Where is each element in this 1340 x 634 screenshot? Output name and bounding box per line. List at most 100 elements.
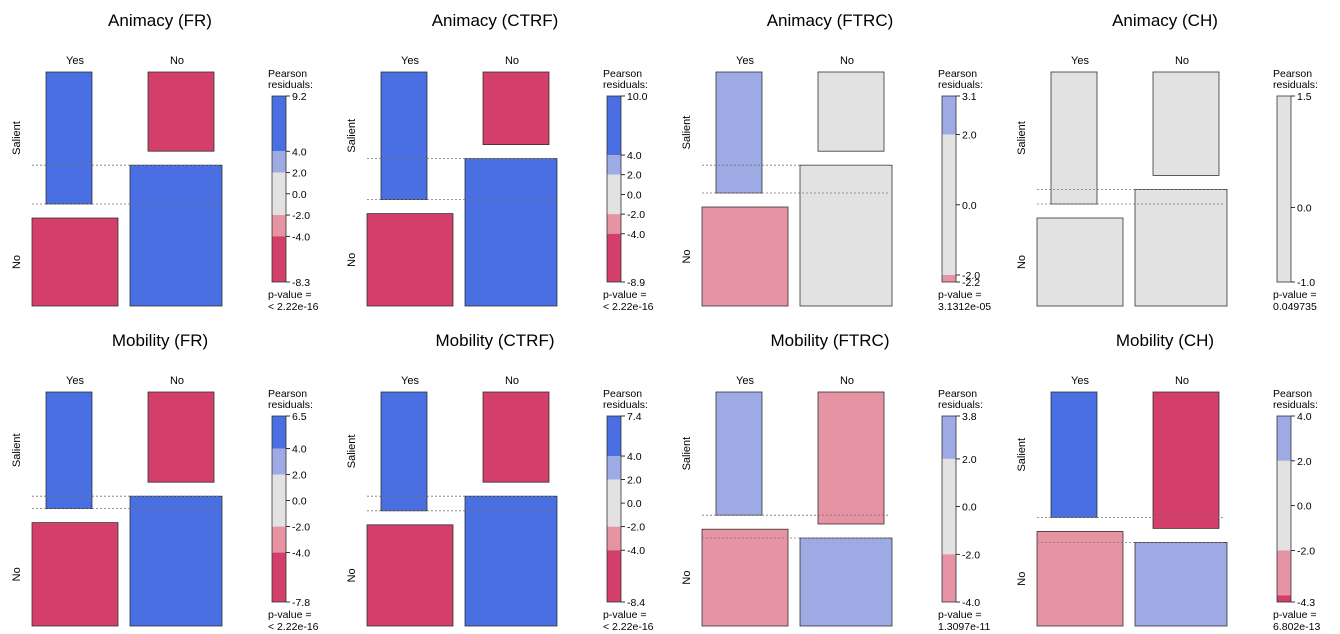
column-label-no: No: [170, 55, 184, 67]
mosaic-cell-no-no: [464, 158, 558, 307]
legend-band: [272, 448, 286, 475]
pvalue-value: 0.049735: [1273, 301, 1317, 313]
legend-tick-label: -8.3: [292, 277, 310, 289]
legend-title: residuals:: [268, 79, 313, 91]
column-label-no: No: [840, 375, 854, 387]
legend-tick-label: 0.0: [627, 498, 642, 510]
legend-title: Pearson: [268, 68, 307, 80]
legend-tick-label: 4.0: [627, 150, 642, 162]
column-label-no: No: [170, 375, 184, 387]
column-label-no: No: [1175, 375, 1189, 387]
legend-band: [607, 174, 621, 215]
pvalue-value: < 2.22e-16: [268, 301, 319, 313]
pvalue-label: p-value =: [938, 609, 982, 621]
legend-band: [607, 233, 621, 282]
legend-band: [272, 96, 286, 152]
legend-frame: [941, 95, 957, 283]
legend-tick-label: 4.0: [627, 451, 642, 463]
mosaic-cell-salient-yes: [380, 71, 428, 200]
row-label-no: No: [681, 249, 693, 263]
legend-title: Pearson: [268, 388, 307, 400]
mosaic-cell-no-no: [799, 537, 893, 627]
legend-tick-label: -7.8: [292, 597, 310, 609]
panel-title: Mobility (FR): [112, 331, 208, 350]
mosaic-cell-no-yes: [1036, 530, 1124, 627]
legend-tick-label: 1.5: [1297, 91, 1312, 103]
legend-tick-label: 9.2: [292, 91, 307, 103]
legend-tick-label: 2.0: [292, 470, 307, 482]
mosaic-cell-no-yes: [701, 206, 789, 307]
mosaic-cell-salient-no: [482, 391, 550, 483]
mosaic-cell-no-yes: [31, 522, 119, 627]
row-label-salient: Salient: [1016, 438, 1028, 472]
row-label-no: No: [681, 571, 693, 585]
pvalue-label: p-value =: [268, 289, 312, 301]
legend-band: [607, 526, 621, 551]
pvalue-label: p-value =: [1273, 609, 1317, 621]
mosaic-cell-salient-no: [147, 71, 215, 152]
mosaic-panel: Mobility (FR) Yes No Salient No Pearsonresidu…: [11, 331, 319, 633]
pvalue-value: 1.3097e-11: [938, 621, 991, 633]
row-label-salient: Salient: [681, 116, 693, 150]
legend-tick-label: 4.0: [292, 146, 307, 158]
legend-frame: [271, 95, 287, 283]
legend-band: [607, 96, 621, 156]
column-label-no: No: [505, 55, 519, 67]
mosaic-cell-salient-no: [147, 391, 215, 483]
legend-tick-label: -4.0: [627, 545, 645, 557]
mosaic-cell-salient-yes: [45, 71, 93, 205]
legend-tick-label: -4.0: [292, 231, 310, 243]
row-label-salient: Salient: [1016, 121, 1028, 155]
panel-title: Mobility (CH): [1116, 331, 1214, 350]
mosaic-cell-no-no: [464, 495, 558, 627]
row-label-salient: Salient: [346, 435, 358, 469]
pvalue-label: p-value =: [1273, 289, 1317, 301]
pvalue-value: 3.1312e-05: [938, 301, 991, 313]
legend-title: residuals:: [1273, 399, 1318, 411]
mosaic-cell-no-yes: [366, 213, 454, 307]
legend-band: [942, 554, 956, 602]
mosaic-cell-no-yes: [701, 528, 789, 627]
legend-tick-label: 4.0: [1297, 411, 1312, 423]
mosaic-cell-salient-yes: [380, 391, 428, 512]
legend-tick-label: -2.0: [292, 522, 310, 534]
legend-band: [607, 416, 621, 457]
pvalue-value: < 2.22e-16: [268, 621, 319, 633]
legend-tick-label: 2.0: [962, 454, 977, 466]
panel-title: Animacy (FR): [108, 11, 212, 30]
legend-title: residuals:: [268, 399, 313, 411]
mosaic-cell-salient-yes: [715, 391, 763, 516]
column-label-yes: Yes: [401, 375, 419, 387]
legend-band: [272, 474, 286, 527]
mosaic-cell-salient-yes: [1050, 71, 1098, 205]
legend-tick-label: -2.0: [627, 209, 645, 221]
mosaic-cell-salient-no: [1152, 71, 1220, 176]
mosaic-panel: Mobility (FTRC) Yes No Salient No Pearsonresi…: [681, 331, 991, 633]
row-label-salient: Salient: [346, 119, 358, 153]
legend-band: [942, 458, 956, 555]
legend-tick-label: 3.1: [962, 91, 977, 103]
legend-band: [1277, 96, 1291, 282]
legend-band: [272, 172, 286, 216]
legend-tick-label: 2.0: [1297, 456, 1312, 468]
legend-title: Pearson: [1273, 68, 1312, 80]
mosaic-panel: Animacy (FTRC) Yes No Salient No Pearsonresid…: [681, 11, 991, 313]
row-label-salient: Salient: [11, 433, 23, 467]
legend-tick-label: -4.0: [292, 548, 310, 560]
legend-band: [1277, 550, 1291, 596]
legend-band: [607, 479, 621, 527]
column-label-yes: Yes: [736, 55, 754, 67]
legend-frame: [1276, 95, 1292, 283]
legend-tick-label: 2.0: [627, 170, 642, 182]
legend-tick-label: 0.0: [1297, 501, 1312, 513]
legend-band: [272, 151, 286, 173]
mosaic-cell-no-no: [129, 495, 223, 627]
legend-title: residuals:: [1273, 79, 1318, 91]
mosaic-panel: Animacy (CH) Yes No Salient No Pearsonresidua…: [1016, 11, 1318, 313]
column-label-yes: Yes: [736, 375, 754, 387]
mosaic-cell-salient-no: [817, 71, 885, 152]
legend-band: [272, 416, 286, 449]
legend-tick-label: -8.9: [627, 277, 645, 289]
legend-tick-label: -8.4: [627, 597, 645, 609]
legend-title: residuals:: [603, 399, 648, 411]
